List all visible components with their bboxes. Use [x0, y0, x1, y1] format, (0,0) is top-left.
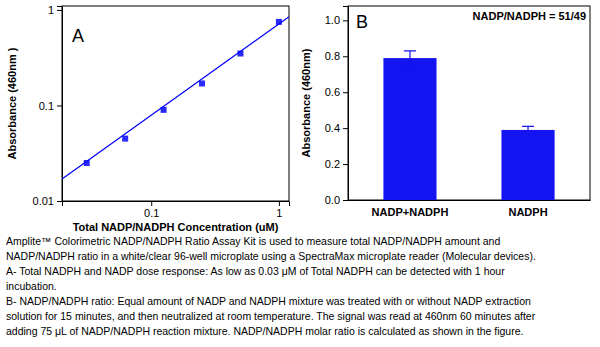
- tick-label: 0.1: [39, 99, 54, 111]
- caption-line: solution for 15 minutes, and then neutra…: [6, 310, 536, 322]
- tick-mark: [151, 201, 152, 206]
- tick-mark: [343, 20, 348, 21]
- x-axis: NADP+NADPH NADPH: [349, 201, 591, 218]
- tick-label: 1: [48, 4, 54, 16]
- plot-area: [383, 51, 554, 200]
- tick-label: 0.6: [325, 86, 340, 98]
- tick-mark: [343, 128, 348, 129]
- caption-line: A- Total NADPH and NADP dose response: A…: [6, 265, 505, 277]
- tick-label: 0.0: [325, 194, 340, 206]
- tick-mark: [279, 201, 280, 206]
- tick-mark: [343, 164, 348, 165]
- panel-label: B: [356, 12, 368, 32]
- tick: 0.01: [33, 195, 62, 207]
- caption-line: B- NADP/NADPH ratio: Equal amount of NAD…: [6, 295, 531, 307]
- plot-frame: [348, 6, 590, 200]
- error-bar: [522, 126, 534, 133]
- axis-line: [343, 7, 349, 201]
- figure: 0.110.010.11ATotal NADP/NADPH Concentrat…: [0, 0, 600, 347]
- caption-line: adding 75 μL of NADP/NADPH reaction mixt…: [6, 325, 523, 337]
- caption-line: NADP/NADPH ratio in a white/clear 96-wel…: [6, 250, 536, 262]
- caption-line: Amplite™ Colorimetric NADP/NADPH Ratio A…: [6, 235, 500, 247]
- plot-frame: [62, 6, 289, 201]
- tick-label: 0.8: [325, 50, 340, 62]
- tick: 0.6: [325, 86, 348, 98]
- tick-mark: [57, 105, 62, 106]
- tick: 1: [276, 201, 282, 219]
- x-axis-title: Total NADP/NADPH Concentration (uM): [73, 221, 279, 233]
- point: [199, 80, 205, 86]
- tick-mark: [343, 92, 348, 93]
- tick-label: 0.01: [33, 195, 54, 207]
- tick: 0.1: [144, 201, 159, 219]
- tick-label: 0.4: [325, 122, 340, 134]
- caption-line: incubation.: [6, 280, 57, 292]
- chart-a: 0.110.010.11ATotal NADP/NADPH Concentrat…: [6, 4, 290, 233]
- axis-line: [349, 200, 591, 201]
- fit-line: [62, 17, 289, 179]
- tick-label: 0.2: [325, 158, 340, 170]
- tick: NADP+NADPH: [372, 206, 449, 218]
- tick-mark: [57, 10, 62, 11]
- panel-label: A: [72, 26, 84, 46]
- tick-mark: [343, 56, 348, 57]
- point: [122, 136, 128, 142]
- tick: NADPH: [508, 206, 547, 218]
- bar: [383, 58, 436, 200]
- plot-area: [62, 17, 289, 179]
- tick: 0.8: [325, 50, 348, 62]
- tick-label: NADP+NADPH: [372, 206, 449, 218]
- bar: [501, 130, 554, 200]
- y-axis-title: Absorbance (460nm ): [6, 47, 18, 159]
- y-axis-title: Absorbance (460nm): [300, 48, 312, 157]
- tick-label: 1: [276, 207, 282, 219]
- tick: 1: [48, 4, 62, 16]
- error-bar: [404, 51, 416, 65]
- y-axis: 0.01 0.1 1: [33, 4, 63, 207]
- tick: 0.1: [39, 99, 62, 111]
- x-axis: 0.11: [63, 201, 290, 219]
- annotation: NADP/NADPH = 51/49: [473, 10, 586, 22]
- y-axis: 0.0 0.2 0.4 0.6 0.8 1.0: [325, 7, 349, 207]
- axis-line: [57, 7, 63, 202]
- tick-mark: [343, 200, 348, 201]
- tick-label: 0.1: [144, 207, 159, 219]
- tick: 0.0: [325, 194, 348, 206]
- tick: 0.2: [325, 158, 348, 170]
- tick-mark: [57, 201, 62, 202]
- axis-line: [63, 202, 290, 207]
- tick-label: NADPH: [508, 206, 547, 218]
- tick: 1.0: [325, 14, 348, 26]
- tick: 0.4: [325, 122, 348, 134]
- caption: Amplite™ Colorimetric NADP/NADPH Ratio A…: [6, 235, 536, 337]
- chart-b: 0.0 0.2 0.4 0.6 0.8 1.0 NADP+NADPH NADPH B NADP/N…: [300, 6, 591, 218]
- tick-label: 1.0: [325, 14, 340, 26]
